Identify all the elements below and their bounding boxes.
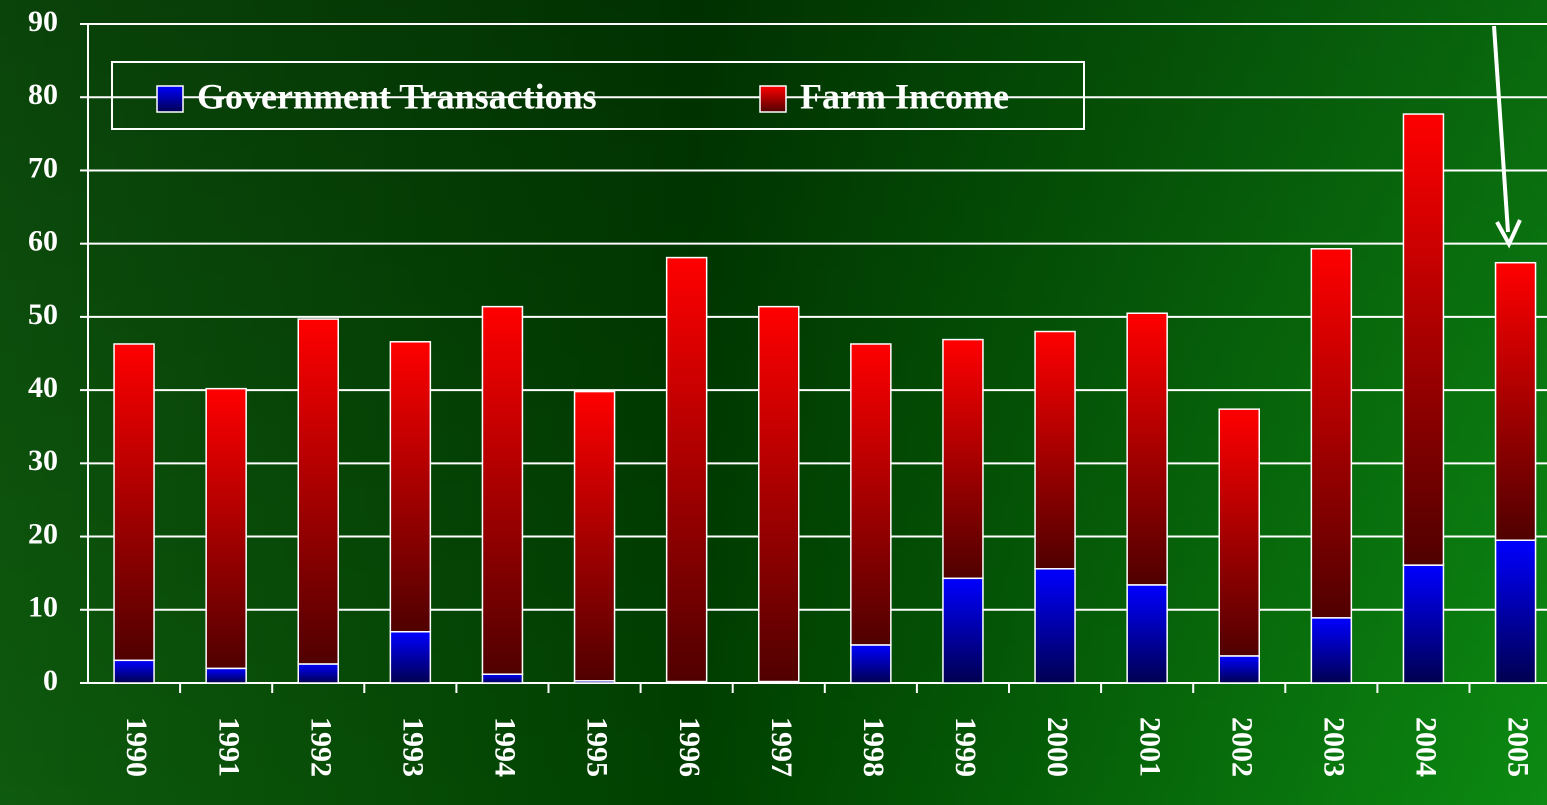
bar-segment <box>665 256 708 683</box>
bar-segment <box>850 644 892 684</box>
y-tick-label: 80 <box>28 78 58 111</box>
bar-segment <box>758 305 800 683</box>
y-tick-label: 60 <box>28 225 58 258</box>
x-tick-label: 1997 <box>765 717 798 777</box>
x-tick-label: 2002 <box>1225 717 1258 777</box>
x-tick-label: 1998 <box>857 717 890 777</box>
bar-segment <box>1402 113 1445 566</box>
y-tick-label: 70 <box>28 151 58 184</box>
y-tick-label: 40 <box>28 371 58 404</box>
y-tick-label: 30 <box>28 444 58 477</box>
bar-segment <box>113 659 155 684</box>
bar-segment <box>1310 617 1353 684</box>
legend-swatch <box>759 85 787 113</box>
bar-segment <box>850 343 892 646</box>
bar-segment <box>113 343 155 662</box>
legend-label: Government Transactions <box>197 76 597 116</box>
legend-box <box>111 61 1085 130</box>
x-tick-label: 1990 <box>120 717 153 777</box>
x-tick-label: 2003 <box>1317 717 1350 777</box>
y-tick-label: 90 <box>28 5 58 38</box>
bar-segment <box>297 318 339 665</box>
bar-segment <box>942 338 984 580</box>
bar-segment <box>1218 408 1260 657</box>
x-tick-label: 1992 <box>304 717 337 777</box>
legend-swatch <box>156 85 184 113</box>
bar-segment <box>205 667 247 684</box>
bar-segment <box>297 663 339 684</box>
bar-segment <box>1126 312 1168 586</box>
legend-label: Farm Income <box>800 76 1009 116</box>
bar-segment <box>1494 261 1537 541</box>
x-tick-label: 2001 <box>1133 717 1166 777</box>
y-tick-label: 50 <box>28 298 58 331</box>
x-tick-label: 2000 <box>1041 717 1074 777</box>
bar-segment <box>1494 539 1537 684</box>
y-tick-label: 20 <box>28 517 58 550</box>
arrow <box>1492 25 1510 233</box>
bar-segment <box>389 341 432 633</box>
x-tick-label: 1994 <box>489 717 522 777</box>
bar-segment <box>1310 248 1353 619</box>
bar-segment <box>1126 584 1168 684</box>
bar-segment <box>1402 564 1445 684</box>
bar-segment <box>573 390 616 682</box>
bar-segment <box>1034 330 1076 570</box>
x-tick-label: 2005 <box>1502 717 1535 777</box>
y-tick-label: 10 <box>28 591 58 624</box>
bar-segment <box>1034 568 1076 684</box>
bar-segment <box>389 630 432 684</box>
y-tick-label: 0 <box>43 664 58 697</box>
x-tick-label: 1995 <box>581 717 614 777</box>
bar-segment <box>942 577 984 684</box>
x-tick-label: 1999 <box>949 717 982 777</box>
bar-segment <box>481 673 524 684</box>
x-tick-label: 1996 <box>673 717 706 777</box>
x-tick-label: 1991 <box>212 717 245 777</box>
bar-segment <box>1218 655 1260 684</box>
x-tick-label: 2004 <box>1410 717 1443 777</box>
x-tick-label: 1993 <box>396 717 429 777</box>
bar-segment <box>481 305 524 675</box>
bar-segment <box>205 387 247 670</box>
